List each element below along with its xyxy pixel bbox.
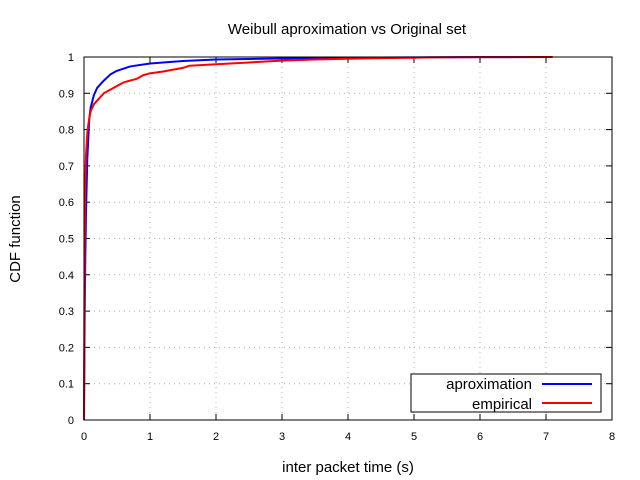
- y-tick-label: 0.1: [59, 379, 74, 391]
- y-tick-label: 0: [68, 415, 74, 427]
- x-tick-label: 4: [345, 431, 351, 443]
- y-tick-label: 0.3: [59, 306, 74, 318]
- x-tick-label: 1: [147, 431, 153, 443]
- plot-frame: [83, 56, 613, 421]
- x-tick-label: 0: [81, 431, 87, 443]
- legend: aproximation empirical: [410, 373, 602, 413]
- series-lines: [83, 56, 553, 421]
- tick-labels: 0 1 2 3 4 5 6 7 8 0 0.1 0.2 0.3 0.4 0.5 0.6 0.7 0.8 0.9 1: [59, 52, 615, 443]
- y-tick-label: 0.9: [59, 88, 74, 100]
- x-axis-label: inter packet time (s): [282, 459, 414, 476]
- y-tick-label: 0.2: [59, 342, 74, 354]
- series-line-empirical: [83, 56, 553, 421]
- legend-label-aproximation: aproximation: [446, 376, 532, 393]
- x-tick-label: 7: [543, 431, 549, 443]
- x-tick-label: 6: [477, 431, 483, 443]
- chart-title: Weibull aproximation vs Original set: [228, 21, 467, 38]
- y-tick-label: 0.8: [59, 125, 74, 137]
- y-tick-label: 0.7: [59, 161, 74, 173]
- y-axis-label: CDF function: [7, 195, 24, 283]
- legend-box: [410, 373, 602, 413]
- legend-label-empirical: empirical: [472, 396, 532, 413]
- series-line-aproximation: [83, 56, 553, 421]
- x-tick-label: 5: [411, 431, 417, 443]
- y-tick-label: 0.4: [59, 270, 74, 282]
- y-tick-label: 0.5: [59, 234, 74, 246]
- x-tick-label: 2: [213, 431, 219, 443]
- y-tick-label: 0.6: [59, 197, 74, 209]
- x-tick-label: 8: [609, 431, 615, 443]
- x-tick-label: 3: [279, 431, 285, 443]
- y-tick-label: 1: [68, 52, 74, 64]
